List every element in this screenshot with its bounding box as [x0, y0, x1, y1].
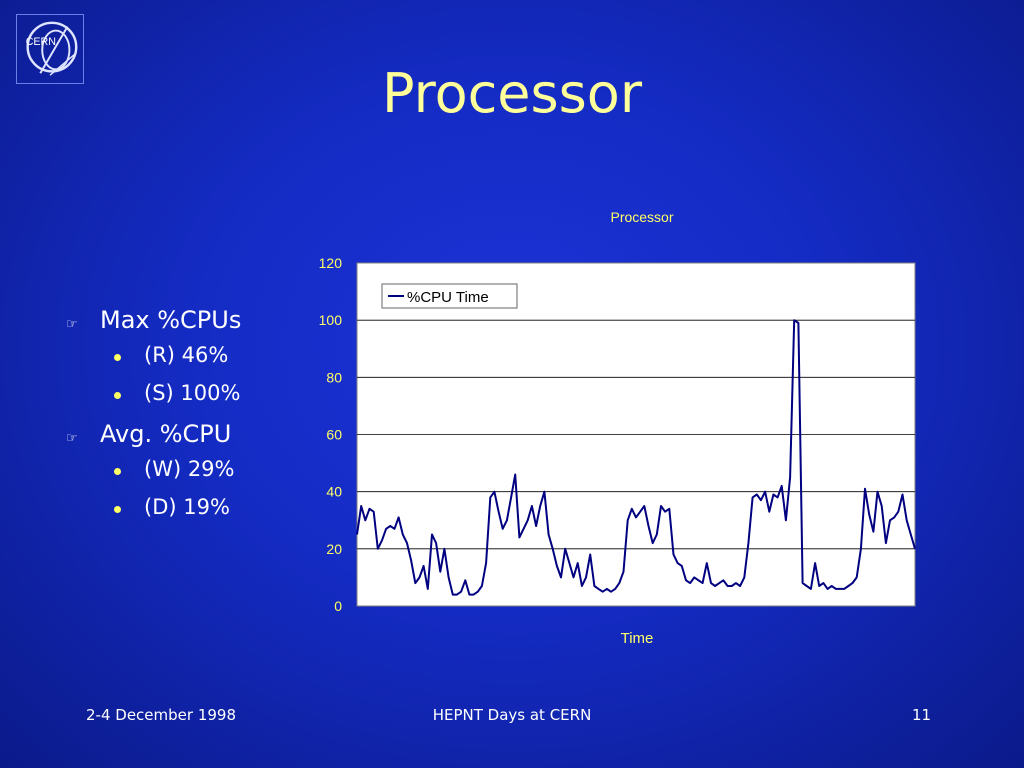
bullet-label: Avg. %CPU: [100, 420, 232, 448]
sub-bullet-text: (R) 46%: [144, 343, 229, 367]
y-tick-label: 120: [319, 255, 343, 271]
legend-box: [381, 283, 518, 309]
footer-date: 2-4 December 1998: [86, 706, 236, 724]
y-tick-label: 0: [334, 598, 342, 614]
cern-logo-graphic: CERN: [26, 21, 78, 76]
bullet-dot-icon: [114, 392, 121, 399]
gridlines: [357, 319, 915, 550]
page-number: 11: [912, 706, 932, 724]
y-tick-label: 40: [326, 484, 342, 500]
slide-title: Processor: [381, 62, 643, 125]
series-line-cpu-time: [356, 319, 916, 596]
legend-label: %CPU Time: [407, 289, 489, 306]
legend: %CPU Time: [381, 283, 518, 309]
bullet-dot-icon: [114, 468, 121, 475]
bullet-label: Max %CPUs: [100, 306, 242, 334]
pointing-hand-icon: ☞: [66, 317, 78, 332]
footer-event: HEPNT Days at CERN: [432, 706, 592, 724]
y-tick-label: 100: [319, 312, 343, 328]
sub-bullet-text: (S) 100%: [144, 381, 241, 405]
bullet-dot-icon: [114, 506, 121, 513]
sub-bullet-text: (D) 19%: [144, 495, 230, 519]
chart-title: Processor: [610, 209, 673, 225]
cern-logo: CERN: [16, 14, 84, 84]
y-axis-ticks: 0 20 40 60 80 100 120: [319, 255, 343, 614]
logo-text: CERN: [26, 36, 56, 48]
pointing-hand-icon: ☞: [66, 431, 78, 446]
y-tick-label: 80: [326, 369, 342, 385]
x-axis-label: Time: [621, 630, 654, 647]
y-tick-label: 20: [326, 541, 342, 557]
sub-bullet-text: (W) 29%: [144, 457, 235, 481]
y-tick-label: 60: [326, 427, 342, 443]
bullet-dot-icon: [114, 354, 121, 361]
